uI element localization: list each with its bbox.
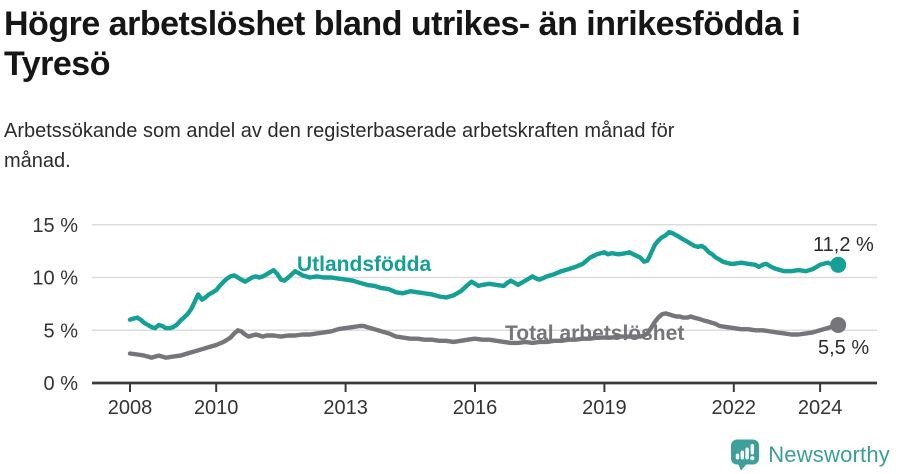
series-label-total-arbetsloshet: Total arbetslöshet xyxy=(505,322,685,345)
brand-name: Newsworthy xyxy=(768,441,890,467)
svg-text:10 %: 10 % xyxy=(32,268,78,290)
svg-text:2010: 2010 xyxy=(194,397,239,419)
chart-subtitle: Arbetssökande som andel av den registerb… xyxy=(4,116,674,176)
page-title: Högre arbetslöshet bland utrikes- än inr… xyxy=(4,4,801,84)
page-title-line2: Tyresö xyxy=(4,45,110,83)
svg-text:2016: 2016 xyxy=(453,397,498,419)
newsworthy-brand-footer: Newsworthy xyxy=(729,438,890,471)
svg-text:2008: 2008 xyxy=(108,397,153,419)
svg-text:0 %: 0 % xyxy=(44,373,79,395)
chart-subtitle-line2: månad. xyxy=(4,150,71,172)
chart-subtitle-line1: Arbetssökande som andel av den registerb… xyxy=(4,120,675,142)
end-value-label-utlandsfodda: 11,2 % xyxy=(813,234,874,256)
series-label-utlandsfodda: Utlandsfödda xyxy=(297,253,432,276)
svg-text:15 %: 15 % xyxy=(32,215,78,237)
svg-text:2019: 2019 xyxy=(582,397,627,419)
svg-text:2024: 2024 xyxy=(798,397,843,419)
svg-text:2022: 2022 xyxy=(712,397,757,419)
svg-text:2013: 2013 xyxy=(323,397,368,419)
newsworthy-logo-icon xyxy=(729,438,761,471)
page-title-line1: Högre arbetslöshet bland utrikes- än inr… xyxy=(4,5,801,43)
end-value-label-total: 5,5 % xyxy=(818,337,870,359)
svg-text:5 %: 5 % xyxy=(44,320,79,342)
